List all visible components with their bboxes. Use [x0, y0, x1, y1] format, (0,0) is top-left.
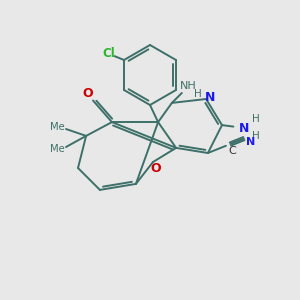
Text: N: N — [246, 136, 255, 147]
Text: O: O — [150, 162, 161, 175]
Text: Cl: Cl — [102, 47, 115, 60]
Text: Me: Me — [50, 143, 64, 154]
Text: N: N — [205, 91, 215, 104]
Text: H: H — [252, 130, 260, 141]
Text: Me: Me — [50, 122, 64, 133]
Text: H: H — [194, 89, 202, 99]
Text: C: C — [229, 146, 236, 156]
Text: H: H — [252, 114, 260, 124]
Text: NH: NH — [180, 81, 197, 92]
Text: N: N — [239, 122, 250, 135]
Text: O: O — [82, 87, 93, 101]
